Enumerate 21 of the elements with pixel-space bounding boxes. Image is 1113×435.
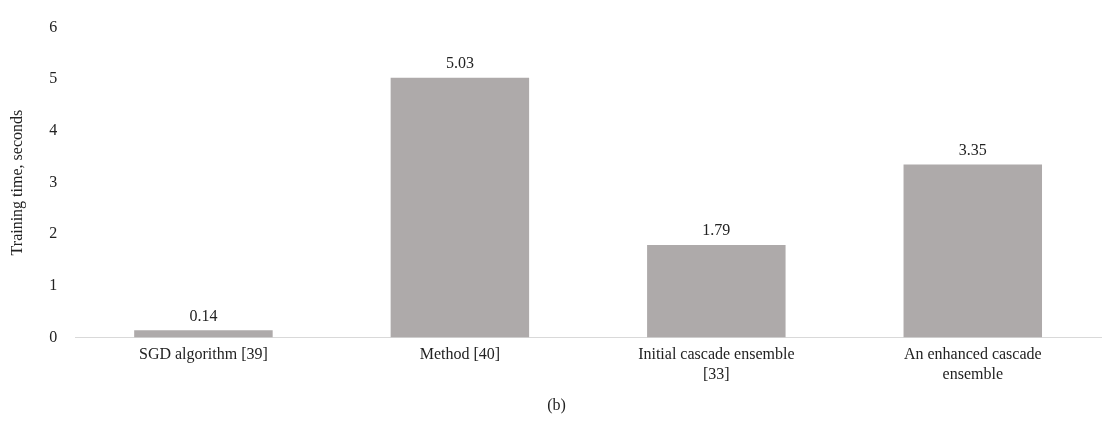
data-label: 0.14: [189, 306, 218, 324]
bar: [134, 330, 273, 338]
data-label: 5.03: [445, 53, 474, 71]
y-tick-label: 3: [49, 172, 58, 190]
bar: [647, 245, 786, 338]
y-tick-label: 5: [49, 69, 58, 87]
y-tick-label: 0: [49, 327, 58, 345]
y-tick-label: 6: [49, 17, 58, 35]
data-label: 3.35: [958, 140, 987, 158]
y-tick-label: 4: [49, 121, 58, 139]
data-label: 1.79: [702, 221, 731, 239]
x-tick-label: SGD algorithm [39]: [138, 345, 268, 364]
y-axis-title: Training time, seconds: [7, 109, 26, 256]
x-tick-label: An enhanced cascade ensemble: [903, 345, 1042, 382]
bar: [903, 164, 1043, 338]
text: (b): [546, 396, 567, 414]
x-tick-label: Method [40]: [419, 345, 501, 363]
y-tick-label: 2: [49, 224, 58, 242]
x-tick-label: Initial cascade ensemble [33]: [638, 345, 795, 382]
y-tick-label: 1: [49, 276, 58, 294]
bar: [390, 77, 530, 338]
